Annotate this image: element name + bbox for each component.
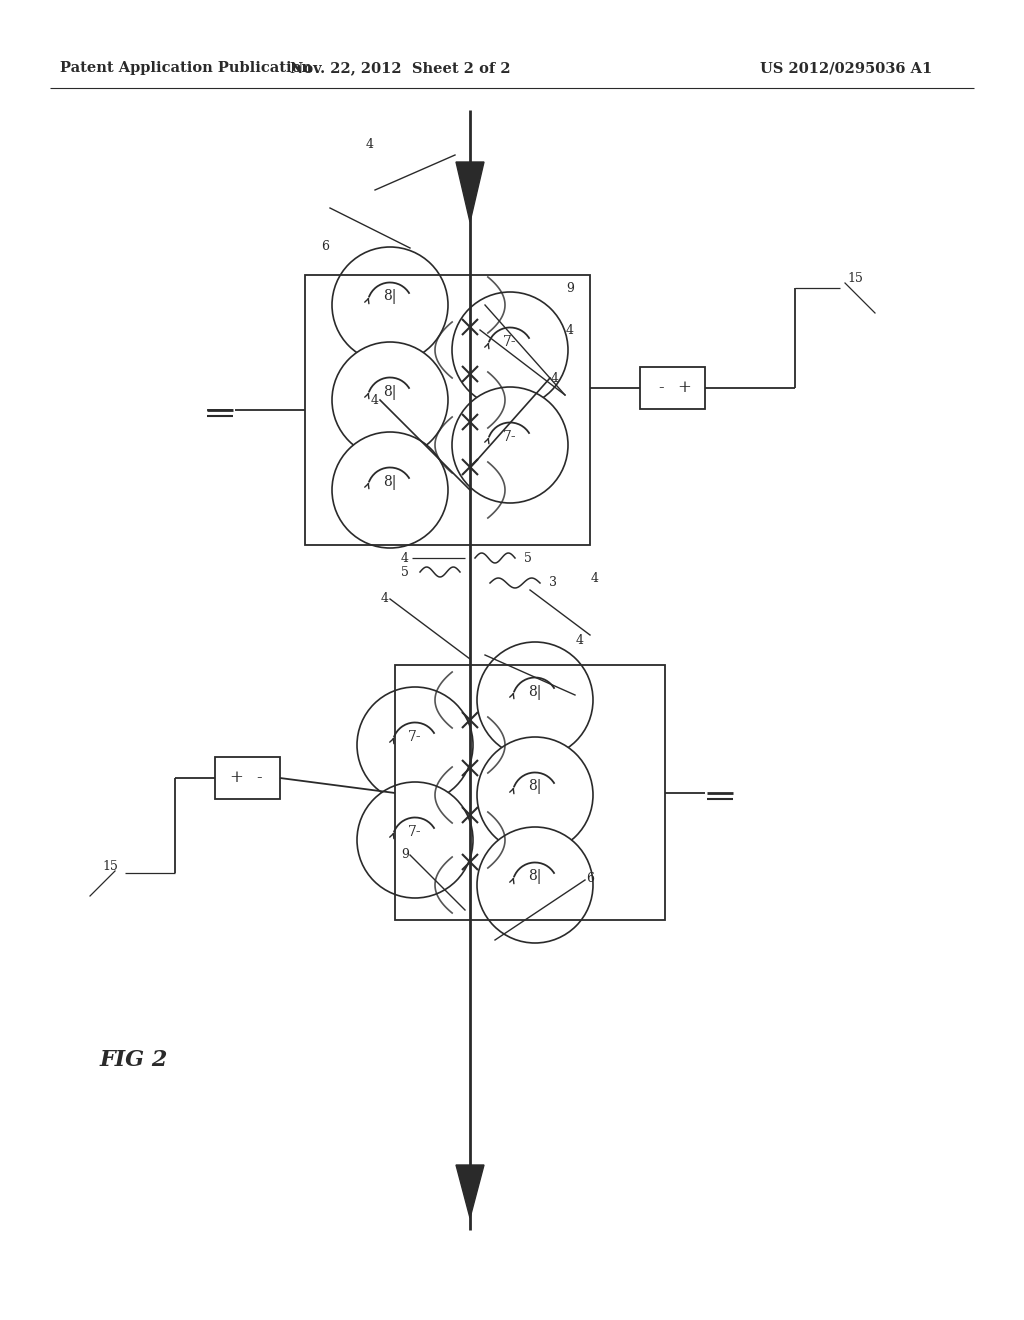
Text: 8|: 8|	[528, 780, 542, 795]
Text: 5: 5	[401, 566, 409, 579]
Text: 8|: 8|	[528, 870, 542, 884]
Text: 15: 15	[102, 859, 118, 873]
Text: 5: 5	[524, 552, 531, 565]
Circle shape	[477, 737, 593, 853]
Text: 7-: 7-	[409, 730, 422, 744]
Text: 8|: 8|	[528, 685, 542, 700]
Text: +: +	[677, 380, 691, 396]
Text: +: +	[228, 770, 243, 787]
Text: 9: 9	[566, 281, 573, 294]
Text: -: -	[256, 770, 262, 787]
Bar	[395, 665, 665, 920]
Circle shape	[452, 387, 568, 503]
Text: US 2012/0295036 A1: US 2012/0295036 A1	[760, 61, 932, 75]
Text: FIG 2: FIG 2	[100, 1049, 168, 1071]
Text: 4: 4	[381, 593, 389, 606]
Circle shape	[357, 686, 473, 803]
Circle shape	[332, 247, 449, 363]
Text: Nov. 22, 2012  Sheet 2 of 2: Nov. 22, 2012 Sheet 2 of 2	[290, 61, 510, 75]
Text: 7-: 7-	[503, 430, 517, 444]
Text: 4: 4	[366, 139, 374, 152]
Circle shape	[357, 781, 473, 898]
Text: 15: 15	[847, 272, 863, 285]
Text: 4: 4	[371, 393, 379, 407]
Polygon shape	[456, 162, 484, 222]
Text: 4: 4	[575, 634, 584, 647]
Circle shape	[477, 828, 593, 942]
Text: Patent Application Publication: Patent Application Publication	[60, 61, 312, 75]
Text: 3: 3	[549, 577, 557, 590]
Bar	[640, 367, 705, 409]
Circle shape	[332, 342, 449, 458]
Circle shape	[452, 292, 568, 408]
Text: 8|: 8|	[383, 289, 396, 305]
Bar	[305, 275, 590, 545]
Text: 8|: 8|	[383, 384, 396, 400]
Text: 7-: 7-	[409, 825, 422, 840]
Polygon shape	[456, 1166, 484, 1218]
Text: 8|: 8|	[383, 474, 396, 490]
Text: 9: 9	[401, 849, 409, 862]
Text: 4: 4	[401, 552, 409, 565]
Text: 7-: 7-	[503, 335, 517, 348]
Text: 4: 4	[566, 323, 574, 337]
Bar	[215, 756, 280, 799]
Text: 4: 4	[551, 371, 559, 384]
Text: -: -	[658, 380, 664, 396]
Text: 6: 6	[586, 871, 594, 884]
Text: 6: 6	[321, 240, 329, 253]
Text: 4: 4	[591, 572, 599, 585]
Circle shape	[477, 642, 593, 758]
Circle shape	[332, 432, 449, 548]
